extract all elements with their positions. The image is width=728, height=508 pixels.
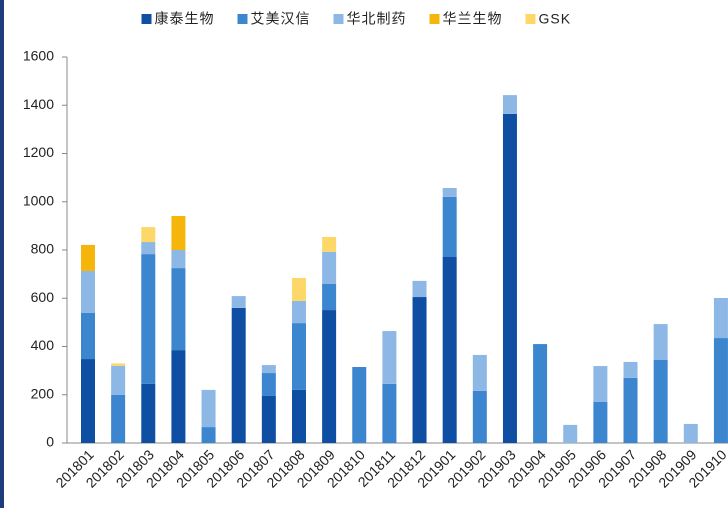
bar-segment: [382, 383, 397, 443]
bar-segment: [472, 354, 487, 391]
bar-segment: [261, 373, 276, 396]
bar-segment: [141, 242, 156, 255]
bar-segment: [81, 244, 95, 271]
bar-segment: [653, 324, 668, 361]
bar-segment: [201, 427, 216, 443]
y-tick-label: 0: [46, 434, 54, 450]
bar-segment: [231, 307, 246, 443]
bar-segment: [141, 383, 156, 443]
bar-segment: [261, 395, 276, 443]
legend-label: 康泰生物: [155, 11, 215, 27]
y-tick-label: 1600: [23, 48, 54, 64]
bar-segment: [171, 268, 186, 351]
bar-segment: [322, 236, 337, 252]
bar-segment: [111, 365, 126, 395]
bar-segment: [442, 196, 457, 257]
bar-segment: [382, 331, 397, 384]
legend-swatch: [237, 14, 248, 24]
bar-segment: [291, 277, 306, 301]
bar-segment: [713, 338, 728, 443]
bar-segment: [352, 367, 367, 443]
legend-swatch: [333, 14, 344, 24]
bar-segment: [141, 227, 156, 243]
bar-segment: [231, 296, 246, 308]
bar-segment: [111, 394, 126, 443]
bar-segment: [322, 251, 337, 285]
bar-segment: [412, 297, 427, 443]
bar-segment: [563, 424, 578, 443]
bar-segment: [322, 284, 337, 311]
bar-segment: [713, 298, 728, 339]
bar-segment: [171, 350, 186, 443]
bar-segment: [623, 361, 638, 378]
y-tick-label: 600: [31, 289, 55, 305]
y-tick-label: 1400: [23, 96, 54, 112]
bar-segment: [623, 377, 638, 443]
y-tick-label: 200: [31, 385, 55, 401]
bar-segment: [291, 323, 306, 390]
y-tick-label: 1000: [23, 192, 54, 208]
bar-segment: [322, 310, 337, 443]
legend-label: 华兰生物: [443, 11, 503, 27]
bar-segment: [111, 363, 126, 366]
bar-segment: [653, 360, 668, 443]
bar-segment: [442, 187, 457, 197]
y-tick-label: 400: [31, 337, 55, 353]
bar-segment: [291, 389, 306, 443]
legend-swatch: [141, 14, 152, 24]
bar-segment: [201, 389, 216, 428]
bar-segment: [593, 366, 608, 402]
bar-segment: [81, 312, 95, 360]
bar-segment: [472, 390, 487, 443]
y-tick-label: 800: [31, 241, 55, 257]
left-border: [0, 0, 4, 508]
legend-swatch: [429, 14, 440, 24]
bar-segment: [533, 344, 548, 443]
bar-segment: [683, 423, 698, 443]
bar-segment: [261, 365, 276, 374]
bar-segment: [502, 113, 517, 443]
bar-segment: [81, 270, 95, 313]
legend-label: GSK: [539, 11, 572, 27]
bar-segment: [141, 254, 156, 384]
bar-segment: [171, 215, 186, 250]
legend-swatch: [525, 14, 536, 24]
legend-label: 华北制药: [347, 11, 407, 27]
y-tick-label: 1200: [23, 144, 54, 160]
legend: 康泰生物 艾美汉信 华北制药 华兰生物 GSK: [141, 11, 572, 27]
legend-label: 艾美汉信: [251, 11, 311, 27]
bar-segment: [171, 250, 186, 269]
bar-segment: [502, 95, 517, 114]
bar-segment: [81, 359, 95, 443]
bar-segment: [291, 300, 306, 324]
bar-segment: [442, 256, 457, 443]
bar-segment: [593, 401, 608, 443]
bar-segment: [412, 280, 427, 298]
